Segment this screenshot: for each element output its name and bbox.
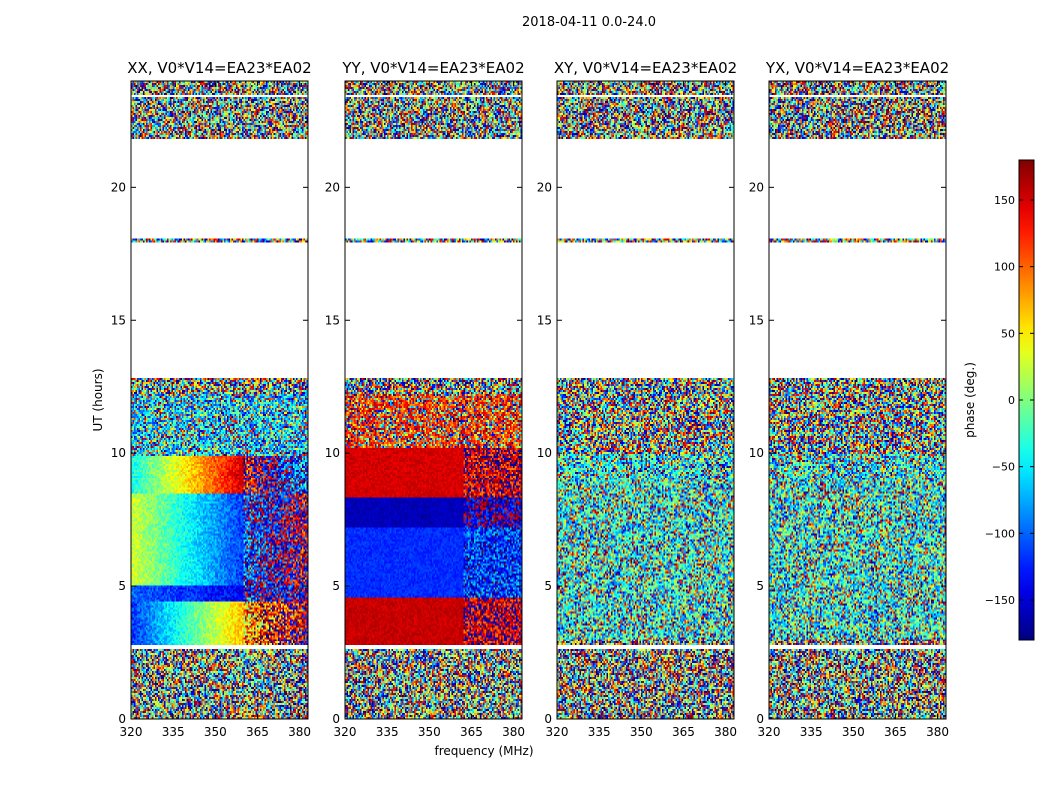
panel-title: YX, V0*V14=EA23*EA02 (765, 59, 949, 77)
heatmap-image (345, 81, 522, 719)
y-tick-label: 10 (325, 446, 340, 460)
x-tick-label: 335 (800, 725, 823, 739)
colorbar-tick-label: −50 (992, 461, 1015, 474)
colorbar: −150 −100 −50 0 50 100 150 phase (deg.) (963, 159, 1035, 641)
colorbar-tick-label: −100 (985, 527, 1015, 540)
x-tick-label: 335 (588, 725, 611, 739)
x-tick-label: 320 (758, 725, 781, 739)
panel-noise-2: XY, V0*V14=EA23*EA02 320 335 350 365 380 0 5 10 1… (537, 59, 737, 739)
panel-frame (556, 80, 735, 720)
y-tick-label: 10 (749, 446, 764, 460)
panels-group: XX, V0*V14=EA23*EA02 320 335 350 365 380 0 5 10 1… (111, 59, 949, 739)
y-tick-label: 0 (544, 712, 552, 726)
x-tick-label: 320 (334, 725, 357, 739)
panel-title: XX, V0*V14=EA23*EA02 (127, 59, 311, 77)
x-tick-label: 365 (460, 725, 483, 739)
y-axis-label: UT (hours) (91, 368, 105, 431)
heatmap-image (131, 81, 308, 719)
x-tick-label: 380 (926, 725, 949, 739)
y-tick-label: 20 (537, 180, 552, 194)
colorbar-tick-label: −150 (985, 594, 1015, 607)
y-tick-label: 0 (756, 712, 764, 726)
colorbar-tick-label: 50 (1001, 327, 1015, 340)
x-tick-label: 350 (842, 725, 865, 739)
y-tick-label: 5 (332, 579, 340, 593)
x-tick-label: 320 (546, 725, 569, 739)
panel-frame (130, 80, 309, 720)
x-tick-label: 320 (120, 725, 143, 739)
y-tick-label: 10 (537, 446, 552, 460)
panel-frame (768, 80, 947, 720)
x-tick-label: 350 (418, 725, 441, 739)
y-tick-label: 0 (332, 712, 340, 726)
panel-yy-1: YY, V0*V14=EA23*EA02 320 335 350 365 380 0 5 10 1… (325, 59, 525, 739)
x-tick-label: 350 (204, 725, 227, 739)
colorbar-label: phase (deg.) (963, 362, 977, 438)
x-tick-label: 365 (246, 725, 269, 739)
x-axis-label: frequency (MHz) (434, 744, 533, 758)
panel-noise-3: YX, V0*V14=EA23*EA02 320 335 350 365 380 0 5 10 1… (749, 59, 949, 739)
heatmap-image (769, 81, 946, 719)
y-tick-label: 20 (111, 180, 126, 194)
y-tick-label: 5 (544, 579, 552, 593)
x-tick-label: 365 (672, 725, 695, 739)
y-tick-label: 5 (756, 579, 764, 593)
x-tick-label: 365 (884, 725, 907, 739)
y-tick-label: 0 (118, 712, 126, 726)
colorbar-tick-label: 150 (994, 194, 1015, 207)
panel-title: XY, V0*V14=EA23*EA02 (554, 59, 737, 77)
figure-title: 2018-04-11 0.0-24.0 (522, 15, 656, 30)
y-tick-label: 20 (325, 180, 340, 194)
x-tick-label: 350 (630, 725, 653, 739)
x-tick-label: 380 (502, 725, 525, 739)
y-tick-label: 20 (749, 180, 764, 194)
heatmap-image (557, 81, 734, 719)
x-tick-label: 380 (714, 725, 737, 739)
y-tick-label: 15 (111, 313, 126, 327)
panel-title: YY, V0*V14=EA23*EA02 (341, 59, 524, 77)
panel-frame (344, 80, 523, 720)
y-tick-label: 15 (749, 313, 764, 327)
panel-xx-0: XX, V0*V14=EA23*EA02 320 335 350 365 380 0 5 10 1… (111, 59, 312, 739)
y-tick-label: 15 (325, 313, 340, 327)
colorbar-tick-label: 0 (1008, 394, 1015, 407)
x-tick-label: 335 (162, 725, 185, 739)
x-tick-label: 380 (288, 725, 311, 739)
y-tick-label: 5 (118, 579, 126, 593)
y-tick-label: 15 (537, 313, 552, 327)
colorbar-tick-label: 100 (994, 261, 1015, 274)
x-tick-label: 335 (376, 725, 399, 739)
y-tick-label: 10 (111, 446, 126, 460)
